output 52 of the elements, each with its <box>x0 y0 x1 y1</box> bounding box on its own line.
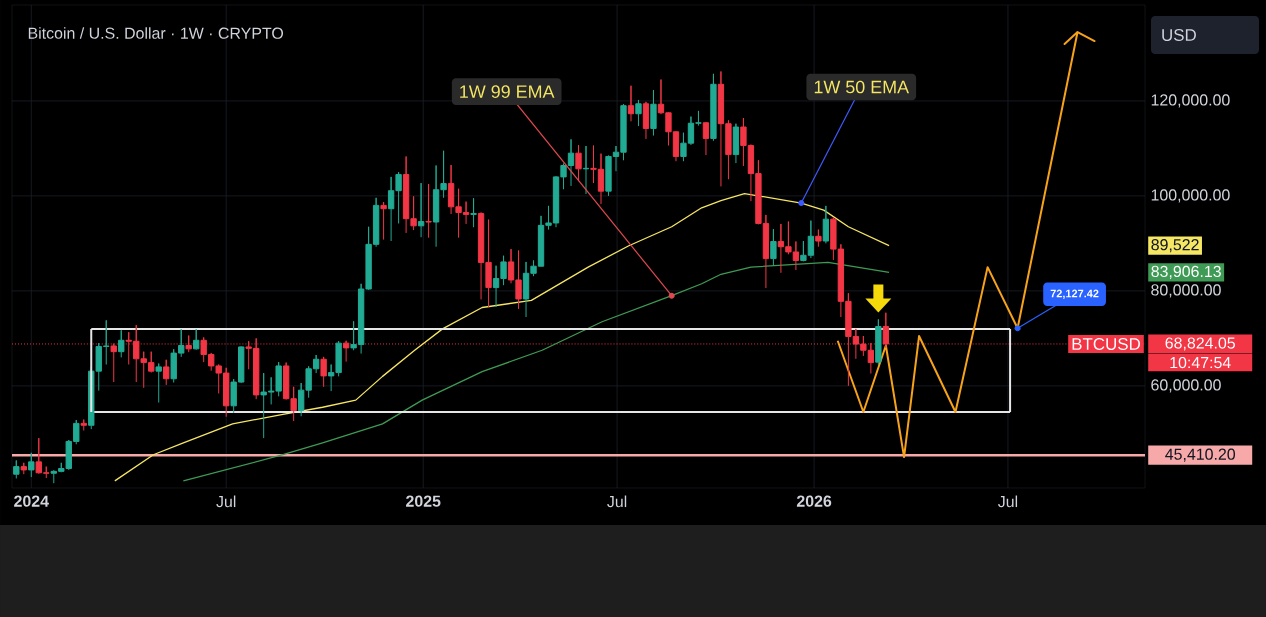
line-series <box>182 261 890 482</box>
x-tick-label: 2024 <box>14 495 49 507</box>
candlestick <box>193 328 200 351</box>
text: Bitcoin / U.S. Dollar · 1W · CRYPTO <box>28 27 284 39</box>
candlestick <box>575 144 582 182</box>
candlestick <box>650 89 657 137</box>
y-tick-label: 60,000.00 <box>1151 379 1221 393</box>
annotation: BTCUSD <box>1072 337 1140 350</box>
candlestick <box>470 197 477 228</box>
candlestick <box>80 419 87 432</box>
text: 89,522 <box>1151 239 1199 253</box>
candlestick <box>320 356 327 388</box>
ref-line-label: 45,410.20 <box>1165 448 1236 462</box>
x-tick-label: 2026 <box>796 495 832 507</box>
y-tick-label: 100,000.00 <box>1151 189 1230 203</box>
candlestick <box>28 452 35 478</box>
candlestick <box>20 462 27 475</box>
annotation: 1W 50 EMA <box>814 80 910 94</box>
line-series <box>114 192 890 482</box>
x-tick-label: 2025 <box>406 495 441 507</box>
text: 10:47:54 <box>1170 356 1231 369</box>
candlestick <box>642 101 650 140</box>
candlestick <box>627 85 635 122</box>
candlestick <box>815 229 822 248</box>
y-tick-label: 80,000.00 <box>1151 284 1221 298</box>
candlestick <box>732 123 740 164</box>
text: 83,906.13 <box>1151 265 1221 279</box>
candlestick <box>118 329 125 358</box>
candlestick <box>417 182 425 238</box>
ref-line-label: 68,824.05 <box>1165 337 1235 351</box>
x-tick-label: Jul <box>607 495 627 508</box>
candlestick <box>425 183 432 239</box>
candlestick <box>155 363 162 403</box>
candlestick <box>770 228 777 267</box>
candlestick <box>635 99 642 127</box>
x-tick-label: Jul <box>998 495 1018 508</box>
annotation: 72,127.42 <box>1050 289 1099 299</box>
candlestick <box>702 121 710 156</box>
annotation: 1W 99 EMA <box>460 85 555 98</box>
candlestick <box>163 359 170 386</box>
x-tick-label: Jul <box>216 495 236 508</box>
y-tick-label: 120,000.00 <box>1151 94 1230 108</box>
candlestick <box>822 205 830 244</box>
candlestick <box>875 318 882 366</box>
candlestick <box>567 138 575 187</box>
y-axis-title: USD <box>1162 28 1196 41</box>
candlestick <box>13 459 20 479</box>
candlestick <box>710 73 717 142</box>
candlestick <box>582 145 590 195</box>
candlestick <box>380 201 387 241</box>
point <box>798 200 805 207</box>
point <box>668 292 675 299</box>
